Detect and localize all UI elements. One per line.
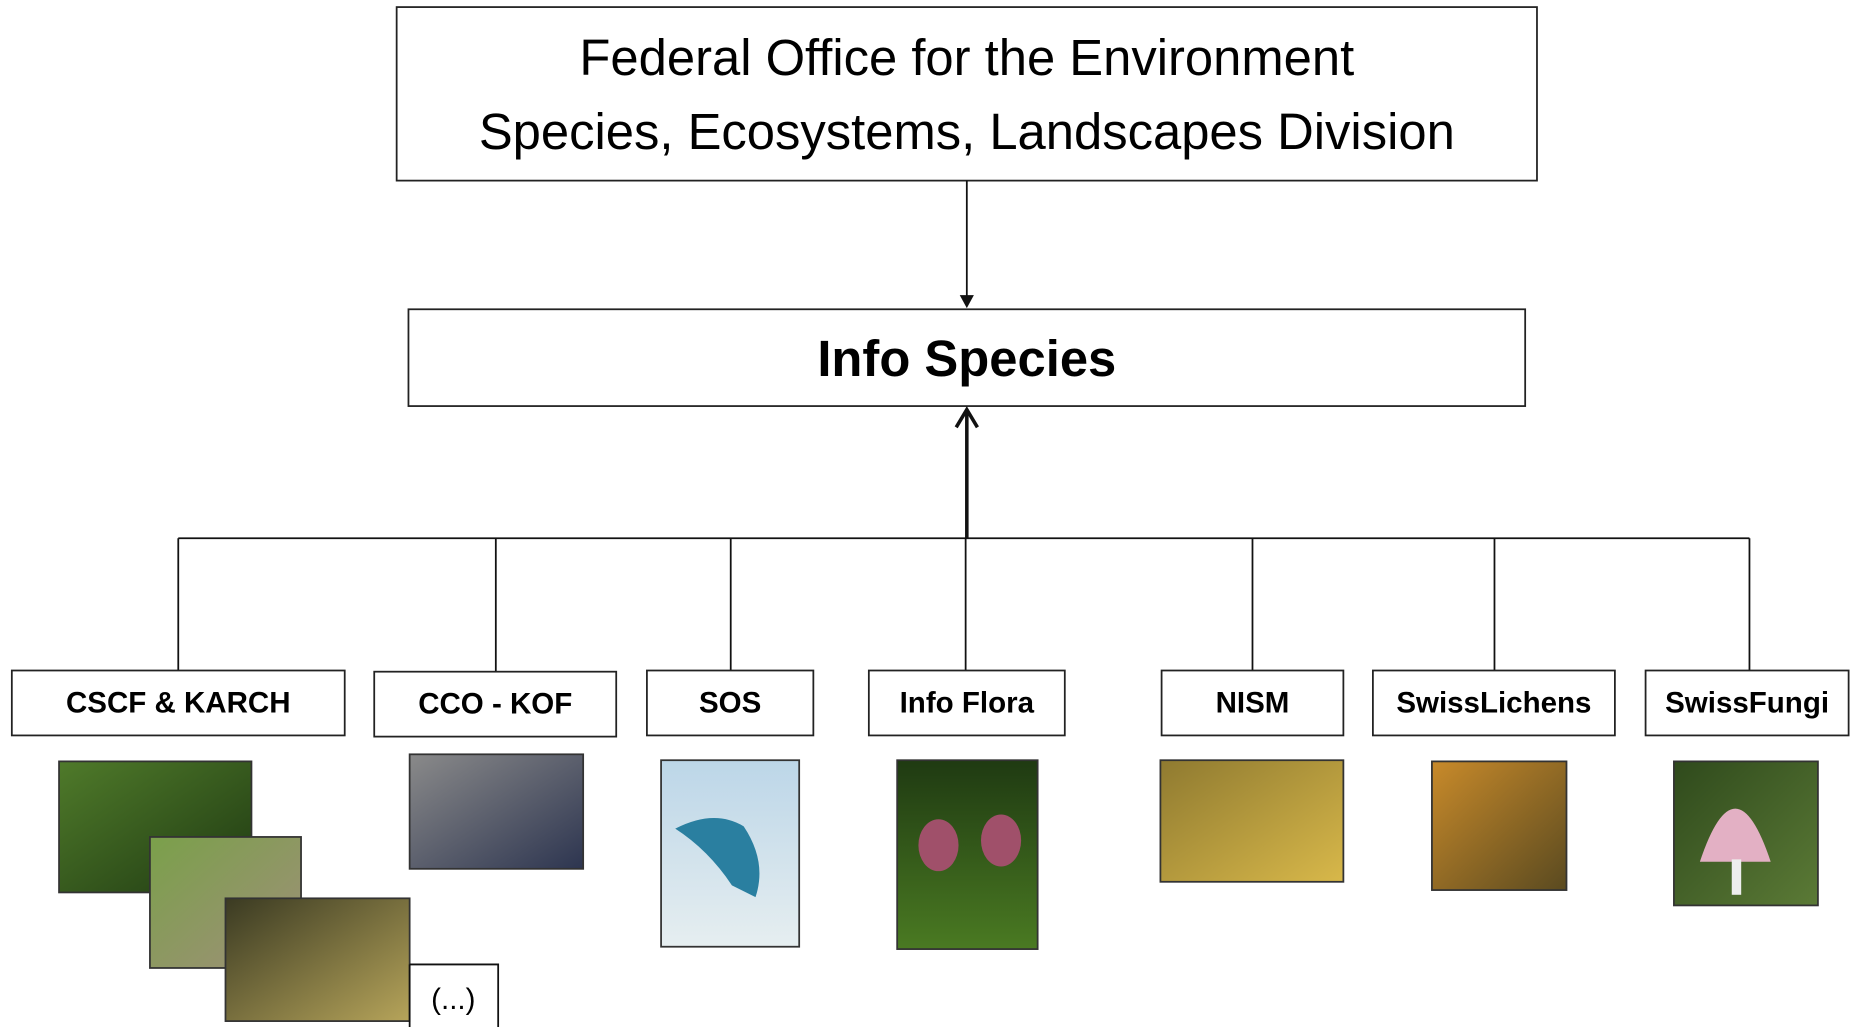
header-line: Federal Office for the Environment (579, 29, 1354, 86)
center-label: Info Species (817, 330, 1116, 387)
nodes: CSCF & KARCH CCO - KOF SOS Info Flora NISM Sw… (12, 671, 1849, 737)
branches (178, 538, 1749, 671)
photos (59, 754, 1818, 1021)
node-label: SwissFungi (1665, 687, 1829, 720)
node-label: SOS (699, 687, 761, 720)
arrow-head (960, 295, 974, 308)
diagram: Federal Office for the Environment Speci… (0, 0, 1851, 1027)
node-label: CCO - KOF (418, 688, 572, 721)
node-label: CSCF & KARCH (66, 687, 291, 720)
page: {"header": {"lines": ["Federal Office fo… (0, 0, 1851, 1027)
header-line: Species, Ecosystems, Landscapes Division (479, 103, 1455, 160)
more-label: (...) (431, 983, 475, 1016)
node-label: Info Flora (900, 687, 1035, 720)
node-label: NISM (1216, 687, 1290, 720)
node-label: SwissLichens (1396, 687, 1591, 720)
